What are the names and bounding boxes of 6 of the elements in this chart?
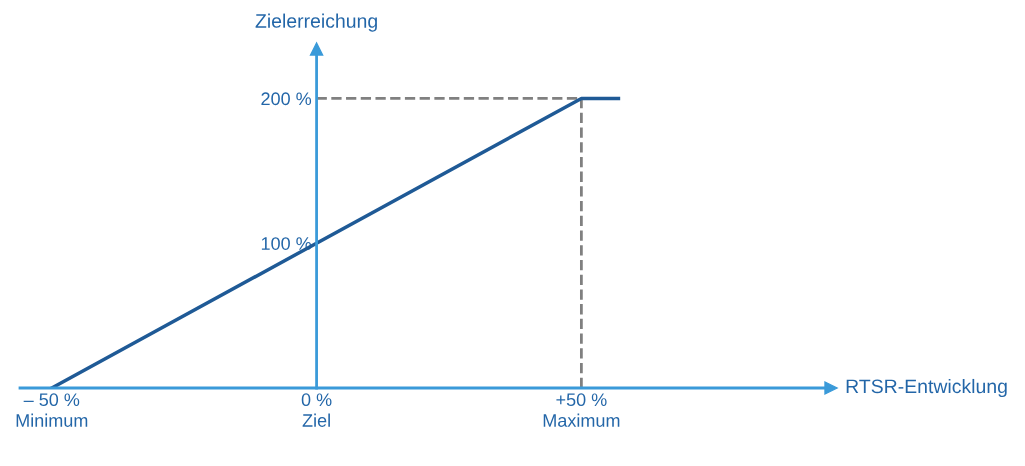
y-axis-title: Zielerreichung — [255, 13, 377, 32]
y-tick-label: 200 % — [261, 92, 312, 106]
x-tick-label: – 50 % Minimum — [16, 393, 88, 427]
x-tick-label: 0 % Ziel — [301, 393, 332, 427]
x-axis-title: RTSR-Entwicklung — [846, 378, 1007, 398]
x-tick-label: +50 % Maximum — [543, 393, 620, 427]
